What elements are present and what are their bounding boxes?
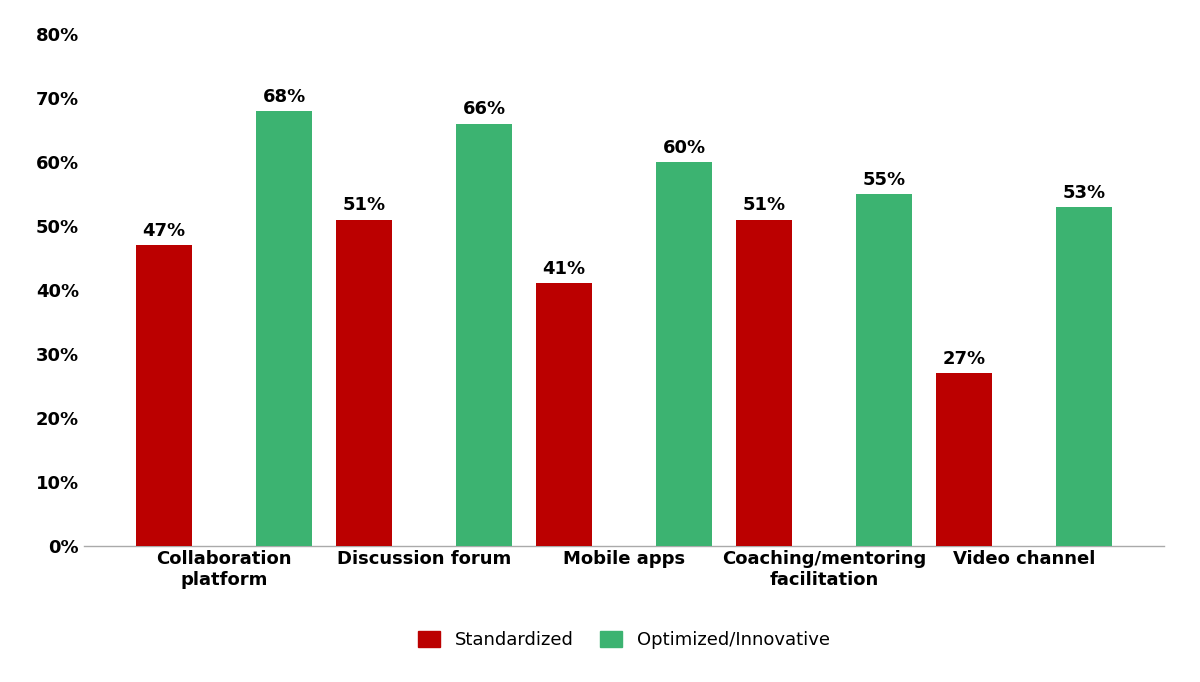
Text: 41%: 41%	[542, 261, 586, 278]
Text: 68%: 68%	[263, 88, 306, 106]
Bar	[656, 162, 712, 546]
Text: 27%: 27%	[942, 350, 985, 368]
Text: 60%: 60%	[662, 139, 706, 157]
Bar	[1056, 207, 1112, 546]
Text: 51%: 51%	[342, 196, 385, 214]
Bar	[456, 123, 512, 546]
Bar	[256, 111, 312, 546]
Bar	[136, 245, 192, 546]
Text: 55%: 55%	[863, 170, 906, 189]
Text: 53%: 53%	[1062, 183, 1105, 202]
Text: 47%: 47%	[143, 222, 186, 240]
Bar	[856, 194, 912, 546]
Bar	[736, 220, 792, 546]
Text: 66%: 66%	[462, 100, 505, 119]
Text: 51%: 51%	[743, 196, 786, 214]
Bar	[936, 373, 992, 546]
Legend: Standardized, Optimized/Innovative: Standardized, Optimized/Innovative	[419, 631, 829, 649]
Bar	[536, 284, 592, 546]
Bar	[336, 220, 392, 546]
